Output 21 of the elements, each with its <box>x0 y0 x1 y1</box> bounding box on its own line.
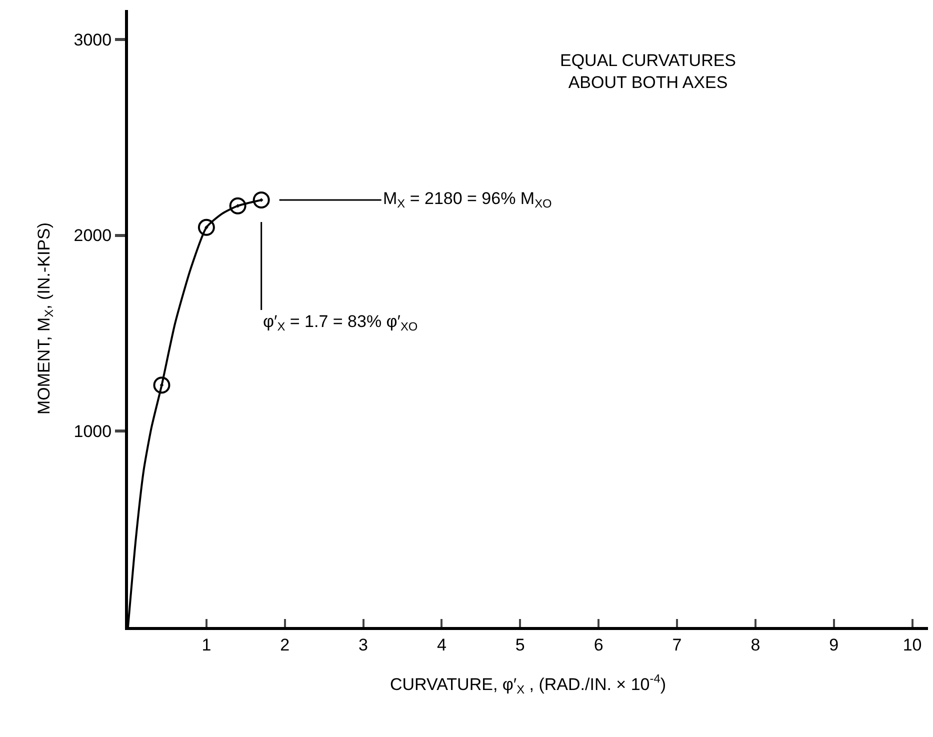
x-tick-label: 5 <box>515 635 525 654</box>
annotation: φ′$_{X}$ = 1.7 = 83% φ′$_{XO}$ <box>263 312 418 334</box>
point <box>229 197 246 214</box>
x-tick-label: 6 <box>594 635 604 654</box>
x-axis-title: CURVATURE, φ′$_{X}$ , (RAD./IN. × 10$^{-4}$) <box>390 672 666 696</box>
point <box>153 376 170 394</box>
y-tick-label: 1000 <box>74 422 112 442</box>
x-tick-label: 2 <box>280 635 290 654</box>
x-tick-label: 9 <box>829 635 839 654</box>
x-tick-label: 3 <box>358 635 368 654</box>
x-tick-label: 8 <box>750 635 760 654</box>
annotation: EQUAL CURVATURES ABOUT BOTH AXES <box>560 51 736 92</box>
y-tick-label: 3000 <box>74 30 112 50</box>
annotation: M$_{X}$ = 2180 = 96% M$_{XO}$ <box>383 189 552 211</box>
y-tick-label: 2000 <box>74 226 112 246</box>
point <box>252 192 270 208</box>
x-tick-label: 7 <box>672 635 682 654</box>
x-tick-label: 4 <box>436 635 446 654</box>
point <box>198 218 215 236</box>
x-tick-label: 1 <box>202 635 212 654</box>
x-tick-label: 10 <box>902 635 922 654</box>
